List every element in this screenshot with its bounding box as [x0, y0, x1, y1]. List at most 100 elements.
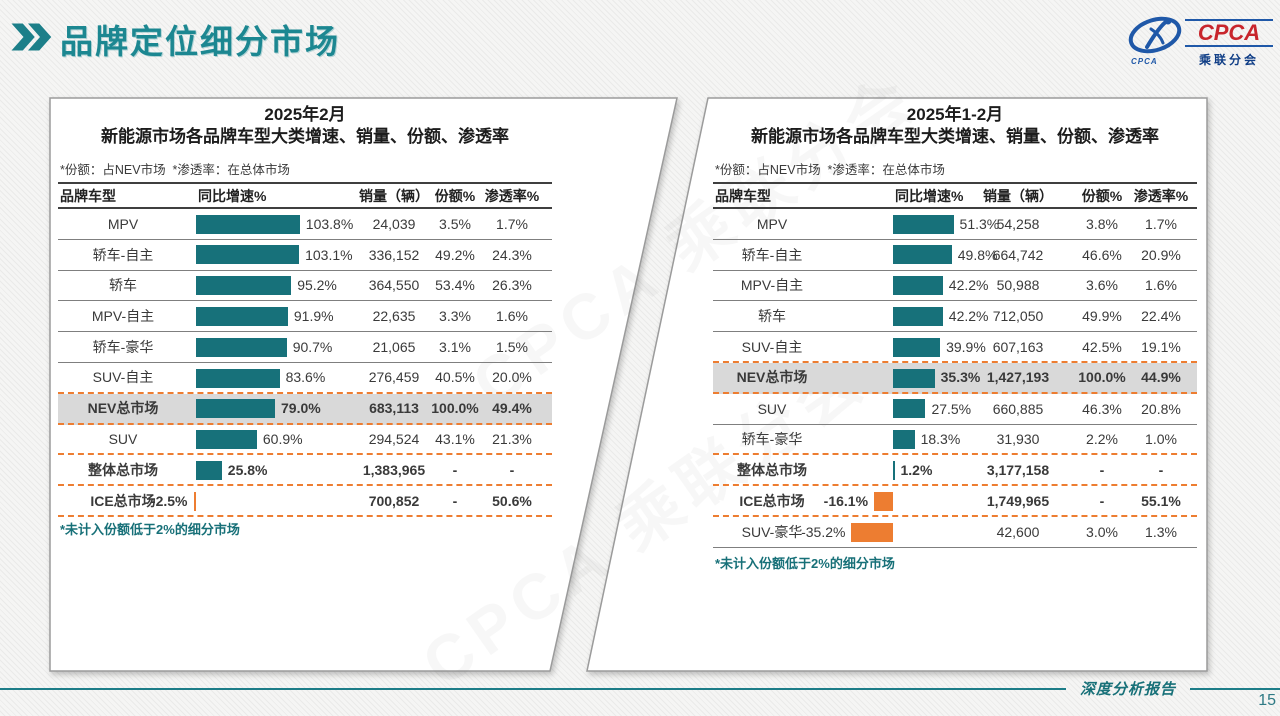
growth-value: 35.3%: [940, 369, 981, 386]
share-value: -: [1099, 461, 1105, 478]
row-label: SUV: [108, 430, 138, 447]
sales-value: 683,113: [369, 400, 419, 417]
row-label: MPV-自主: [91, 308, 155, 325]
penetration-value: 22.4%: [1141, 308, 1181, 325]
growth-value: 90.7%: [292, 339, 333, 356]
sales-value: 31,930: [996, 430, 1040, 447]
page-number: 15: [1258, 692, 1276, 709]
growth-bar: [196, 368, 280, 388]
row-label: SUV-自主: [741, 338, 803, 355]
growth-value: 49.8%: [957, 246, 998, 263]
penetration-value: 49.4%: [492, 400, 532, 417]
sales-value: 607,163: [992, 338, 1044, 355]
panel-footnote: *未计入份额低于2%的细分市场: [715, 556, 895, 571]
penetration-value: 1.7%: [496, 215, 528, 232]
share-value: 100.0%: [1078, 369, 1126, 386]
penetration-value: 44.9%: [1141, 369, 1181, 386]
table-row: 整体总市场 1.2% 3,177,158 - -: [713, 455, 1197, 487]
growth-bar: [196, 399, 275, 419]
penetration-value: 1.6%: [1145, 277, 1177, 294]
col-header-sales: 销量（辆）: [359, 187, 429, 204]
panel-jan-feb: 2025年1-2月 新能源市场各品牌车型大类增速、销量、份额、渗透率 *份额：占…: [713, 0, 1197, 716]
share-value: -: [1099, 492, 1105, 509]
row-label: SUV: [757, 400, 787, 417]
col-header-share: 份额%: [1081, 187, 1123, 204]
growth-value: -35.2%: [801, 523, 846, 540]
panel-note: *份额：占NEV市场 *渗透率：在总体市场: [715, 163, 945, 177]
growth-value: 83.6%: [285, 369, 326, 386]
panel-title-subject: 新能源市场各品牌车型大类增速、销量、份额、渗透率: [751, 127, 1159, 146]
growth-value: 95.2%: [297, 277, 337, 294]
panel-footnote: *未计入份额低于2%的细分市场: [60, 522, 240, 537]
growth-bar: [851, 522, 893, 542]
row-label: 整体总市场: [88, 461, 158, 478]
growth-value: 27.5%: [931, 400, 972, 417]
col-header-share: 份额%: [434, 187, 476, 204]
share-value: 40.5%: [435, 369, 475, 386]
table-row: 轿车-自主 49.8% 664,742 46.6% 20.9%: [713, 240, 1197, 271]
sales-value: 1,749,965: [986, 492, 1050, 509]
table-row: NEV总市场 79.0% 683,113 100.0% 49.4%: [58, 393, 552, 425]
table-row: NEV总市场 35.3% 1,427,193 100.0% 44.9%: [713, 363, 1197, 394]
sales-value: 700,852: [368, 492, 420, 509]
row-label: SUV-豪华: [741, 523, 803, 540]
footer-report-label: 深度分析报告: [1079, 680, 1176, 698]
share-value: 3.0%: [1086, 523, 1118, 540]
share-value: 3.5%: [439, 215, 471, 232]
panel-note: *份额：占NEV市场 *渗透率：在总体市场: [60, 163, 290, 177]
row-label: SUV-自主: [92, 369, 154, 386]
penetration-value: -: [509, 461, 515, 478]
sales-value: 336,152: [368, 246, 420, 263]
double-chevron-icon: [11, 23, 52, 51]
growth-value: 60.9%: [262, 430, 303, 447]
penetration-value: 1.6%: [496, 308, 528, 325]
penetration-value: 20.9%: [1141, 246, 1181, 263]
sales-value: 22,635: [372, 308, 416, 325]
growth-value: -16.1%: [823, 492, 869, 509]
sales-value: 50,988: [996, 277, 1040, 294]
growth-value: 103.1%: [305, 246, 353, 263]
sales-value: 54,258: [996, 215, 1040, 232]
table-row: SUV 27.5% 660,885 46.3% 20.8%: [713, 394, 1197, 425]
row-label: 轿车: [109, 277, 137, 294]
growth-value: 1.2%: [900, 461, 933, 478]
share-value: -: [452, 492, 458, 509]
growth-bar: [893, 276, 943, 296]
sales-value: 42,600: [996, 523, 1040, 540]
table-row: 整体总市场 25.8% 1,383,965 - -: [58, 455, 552, 487]
growth-bar: [196, 306, 288, 326]
logo-emblem-caption: CPCA: [1131, 57, 1158, 66]
logo-acronym: CPCA: [1185, 19, 1273, 47]
row-label: 轿车-自主: [92, 246, 154, 263]
penetration-value: 24.3%: [492, 246, 532, 263]
row-label: 整体总市场: [737, 461, 807, 478]
growth-value: 103.8%: [305, 215, 354, 232]
share-value: 100.0%: [431, 400, 479, 417]
sales-value: 294,524: [368, 430, 420, 447]
growth-bar: [893, 306, 943, 326]
penetration-value: 1.0%: [1145, 430, 1177, 447]
table-header-row: 品牌车型 同比增速% 销量（辆） 份额% 渗透率%: [713, 182, 1197, 209]
penetration-value: 20.8%: [1141, 400, 1181, 417]
row-label: 轿车-豪华: [741, 430, 803, 447]
cpca-logo: CPCA CPCA 乘联分会: [1127, 13, 1277, 69]
col-header-growth: 同比增速%: [895, 187, 964, 204]
sales-value: 364,550: [368, 277, 420, 294]
share-value: 49.9%: [1082, 308, 1122, 325]
row-label: 轿车: [758, 308, 786, 325]
growth-bar: [893, 214, 954, 234]
cpca-emblem-icon: [1128, 16, 1182, 54]
row-label: MPV-自主: [740, 277, 804, 294]
growth-bar: [196, 430, 257, 450]
penetration-value: 50.6%: [492, 492, 532, 509]
col-header-penetration: 渗透率%: [1133, 187, 1189, 204]
share-value: 43.1%: [435, 430, 475, 447]
col-header-brand: 品牌车型: [60, 187, 116, 204]
penetration-value: 21.3%: [492, 430, 532, 447]
row-label: MPV: [107, 215, 139, 232]
row-label: 轿车-豪华: [92, 339, 154, 356]
panel-february: 2025年2月 新能源市场各品牌车型大类增速、销量、份额、渗透率 *份额：占NE…: [58, 0, 552, 716]
sales-value: 3,177,158: [986, 461, 1050, 478]
share-value: -: [452, 461, 458, 478]
